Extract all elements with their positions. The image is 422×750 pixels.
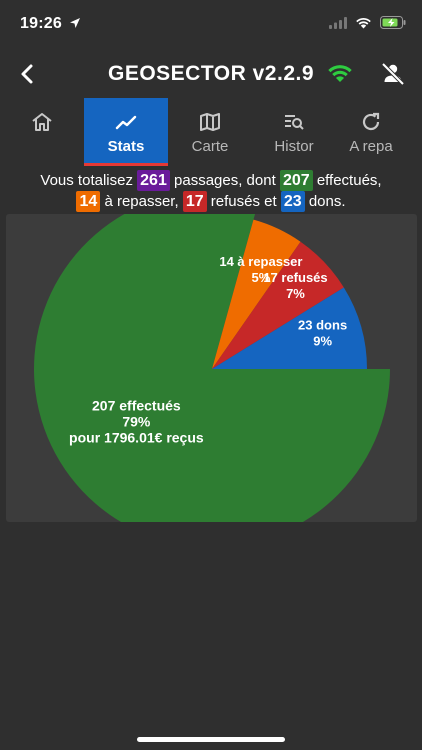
done-badge: 207 — [279, 170, 313, 191]
repasser-badge: 14 — [76, 191, 101, 212]
back-arrow-icon[interactable] — [14, 60, 42, 88]
summary-text-1: Vous totalisez — [40, 172, 133, 189]
tab-home[interactable] — [0, 98, 84, 164]
summary-text-6: dons. — [308, 193, 346, 210]
tab-stats[interactable]: Stats — [84, 98, 168, 164]
refused-badge: 17 — [182, 191, 207, 212]
pie-chart: 207 effectués 79% pour 1796.01€ reçus 14 à … — [34, 214, 390, 522]
tab-historique[interactable]: Histor — [252, 98, 336, 164]
tab-bar: Stats Carte Histor A repa — [0, 98, 422, 164]
user-off-icon[interactable] — [380, 61, 406, 87]
tab-carte[interactable]: Carte — [168, 98, 252, 164]
status-time: 19:26 — [20, 15, 62, 32]
tab-carte-label: Carte — [191, 138, 229, 155]
summary-text-5: refusés et — [210, 193, 277, 210]
wifi-icon — [356, 17, 371, 28]
refresh-icon — [362, 112, 380, 131]
summary-text-4: à repasser, — [104, 193, 179, 210]
pie-label-1: 14 à repasser 5% — [219, 254, 302, 285]
summary-text: Vous totalisez 261 passages, dont 207 ef… — [0, 170, 422, 212]
dons-badge: 23 — [280, 191, 305, 212]
app-header: GEOSECTOR v2.2.9 — [0, 52, 422, 96]
chart-line-icon — [115, 115, 137, 130]
summary-text-3: effectués, — [316, 172, 382, 189]
map-icon — [200, 113, 220, 131]
pie-chart-panel: 207 effectués 79% pour 1796.01€ reçus 14 à … — [6, 214, 417, 522]
summary-text-2: passages, dont — [174, 172, 276, 189]
total-badge: 261 — [137, 170, 170, 191]
pie-slice-1 — [212, 219, 301, 369]
pie-slice-2 — [212, 241, 344, 369]
home-icon — [32, 113, 52, 131]
signal-icon — [329, 16, 347, 29]
connection-wifi-icon — [328, 65, 352, 82]
tab-stats-label: Stats — [107, 138, 145, 155]
tab-a-repasser[interactable]: A repa — [336, 98, 406, 164]
tab-a-repasser-label: A repa — [349, 138, 393, 155]
home-indicator — [137, 737, 285, 742]
page-title: GEOSECTOR v2.2.9 — [107, 62, 315, 85]
tab-historique-label: Histor — [274, 138, 314, 155]
pie-label-3: 23 dons 9% — [298, 318, 347, 349]
pie-slice-3 — [212, 287, 367, 369]
pie-label-2: 17 refusés 7% — [263, 270, 327, 301]
pie-label-0: 207 effectués 79% pour 1796.01€ reçus — [69, 397, 204, 445]
active-tab-indicator — [84, 163, 168, 166]
location-arrow-icon — [70, 18, 80, 28]
status-bar: 19:26 — [0, 0, 422, 48]
pie-slice-0 — [34, 214, 390, 522]
battery-charging-icon — [380, 16, 406, 29]
history-search-icon — [285, 115, 304, 130]
